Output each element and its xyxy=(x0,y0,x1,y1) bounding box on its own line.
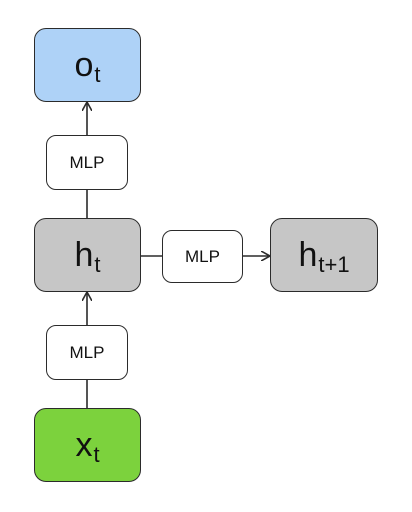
next-hidden-state-subscript: t+1 xyxy=(318,252,350,277)
mlp-bottom-node: MLP xyxy=(46,325,128,380)
hidden-state-label: h xyxy=(74,235,94,274)
output-node-subscript: t xyxy=(94,62,101,87)
mlp-top-label: MLP xyxy=(69,152,105,172)
input-node-subscript: t xyxy=(93,442,100,467)
mlp-right-label: MLP xyxy=(185,246,220,266)
mlp-right-node: MLP xyxy=(162,230,243,283)
input-node-label: x xyxy=(75,425,93,464)
next-hidden-state-node: h t+1 xyxy=(270,218,378,292)
next-hidden-state-label: h xyxy=(298,235,318,274)
output-node-label: o xyxy=(74,45,94,84)
hidden-state-subscript: t xyxy=(94,252,101,277)
mlp-top-node: MLP xyxy=(46,135,128,190)
mlp-bottom-label: MLP xyxy=(69,342,105,362)
